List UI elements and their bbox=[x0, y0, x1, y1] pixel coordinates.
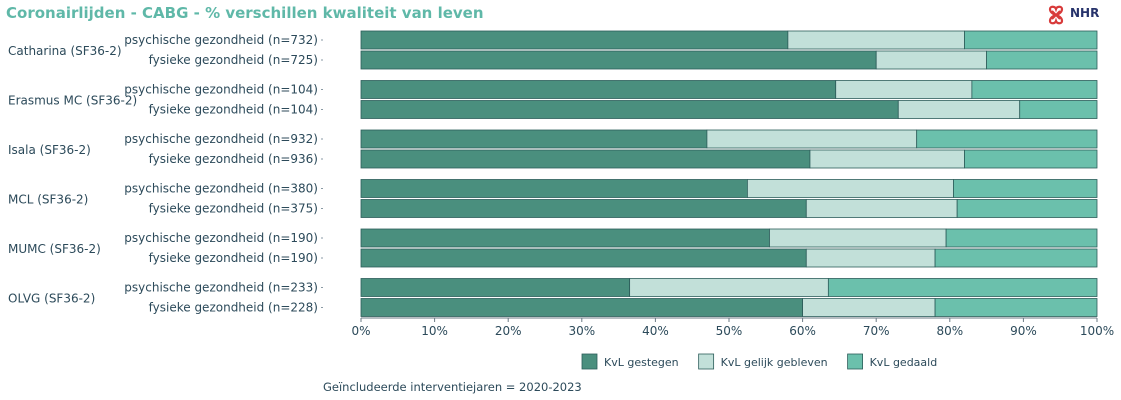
category-label: psychische gezondheid (n=190) bbox=[124, 231, 318, 245]
bar-segment bbox=[964, 149, 1098, 169]
category-label: psychische gezondheid (n=233) bbox=[124, 281, 318, 295]
x-tick-label: 30% bbox=[568, 324, 595, 338]
category-label: fysieke gezondheid (n=936) bbox=[149, 152, 318, 166]
legend-swatch bbox=[698, 353, 715, 370]
bar-segment bbox=[805, 199, 958, 218]
bar-segment bbox=[360, 228, 770, 248]
bar-segment bbox=[953, 179, 1098, 198]
group-label: MCL (SF36-2) bbox=[8, 193, 88, 207]
category-label: fysieke gezondheid (n=228) bbox=[149, 301, 318, 315]
bar-segment bbox=[360, 199, 807, 218]
bar-segment bbox=[835, 80, 973, 99]
group-label: MUMC (SF36-2) bbox=[8, 242, 101, 256]
bar-segment bbox=[964, 30, 1098, 50]
x-tick-label: 70% bbox=[863, 324, 890, 338]
bar-segment bbox=[897, 100, 1021, 119]
group-label: Isala (SF36-2) bbox=[8, 143, 91, 157]
bar-segment bbox=[827, 278, 1098, 297]
x-tick-label: 100% bbox=[1080, 324, 1114, 338]
chart-title: Coronairlijden - CABG - % verschillen kw… bbox=[6, 4, 484, 22]
category-label: psychische gezondheid (n=932) bbox=[124, 132, 318, 146]
category-label: fysieke gezondheid (n=725) bbox=[149, 53, 318, 67]
bar-segment bbox=[360, 278, 631, 297]
category-label: psychische gezondheid (n=380) bbox=[124, 182, 318, 196]
x-tick-label: 60% bbox=[789, 324, 816, 338]
x-tick-label: 20% bbox=[495, 324, 522, 338]
category-label: fysieke gezondheid (n=190) bbox=[149, 251, 318, 265]
bar-segment bbox=[805, 248, 936, 268]
bar-segment bbox=[360, 298, 804, 317]
bar-segment bbox=[802, 298, 936, 317]
legend-swatch bbox=[581, 353, 598, 370]
bar-segment bbox=[934, 248, 1098, 268]
group-label: Catharina (SF36-2) bbox=[8, 44, 122, 58]
bar-segment bbox=[809, 149, 965, 169]
logo-text: NHR bbox=[1070, 6, 1100, 20]
bar-segment bbox=[769, 228, 947, 248]
bar-segment bbox=[360, 100, 899, 119]
bar-segment bbox=[629, 278, 829, 297]
x-tick-label: 80% bbox=[936, 324, 963, 338]
bar-segment bbox=[747, 179, 954, 198]
x-tick-label: 10% bbox=[421, 324, 448, 338]
x-tick-label: 50% bbox=[716, 324, 743, 338]
x-tick-label: 90% bbox=[1010, 324, 1037, 338]
category-label: fysieke gezondheid (n=104) bbox=[149, 103, 318, 117]
bar-segment bbox=[945, 228, 1098, 248]
category-label: psychische gezondheid (n=732) bbox=[124, 33, 318, 47]
category-label: psychische gezondheid (n=104) bbox=[124, 83, 318, 97]
bar-segment bbox=[360, 248, 807, 268]
bar-segment bbox=[706, 129, 918, 149]
legend-label: KvL gedaald bbox=[870, 356, 938, 369]
bar-segment bbox=[360, 149, 811, 169]
bar-segment bbox=[934, 298, 1098, 317]
bar-segment bbox=[360, 30, 789, 50]
group-label: OLVG (SF36-2) bbox=[8, 292, 95, 306]
bar-segment bbox=[916, 129, 1098, 149]
bar-segment bbox=[956, 199, 1098, 218]
category-label: fysieke gezondheid (n=375) bbox=[149, 202, 318, 216]
footnote: Geïncludeerde interventiejaren = 2020-20… bbox=[323, 380, 582, 394]
bar-segment bbox=[787, 30, 965, 50]
legend-swatch bbox=[847, 353, 863, 370]
bar-segment bbox=[360, 80, 837, 99]
group-label: Erasmus MC (SF36-2) bbox=[8, 94, 137, 108]
bar-segment bbox=[360, 179, 748, 198]
nhr-logo-icon bbox=[1048, 5, 1064, 25]
legend-label: KvL gelijk gebleven bbox=[721, 356, 828, 369]
x-tick-label: 0% bbox=[351, 324, 370, 338]
bar-segment bbox=[875, 50, 988, 70]
bar-segment bbox=[1019, 100, 1098, 119]
bar-segment bbox=[360, 129, 708, 149]
bar-segment bbox=[360, 50, 877, 70]
x-tick-label: 40% bbox=[642, 324, 669, 338]
legend-label: KvL gestegen bbox=[604, 356, 679, 369]
bar-segment bbox=[971, 80, 1098, 99]
bar-segment bbox=[986, 50, 1098, 70]
